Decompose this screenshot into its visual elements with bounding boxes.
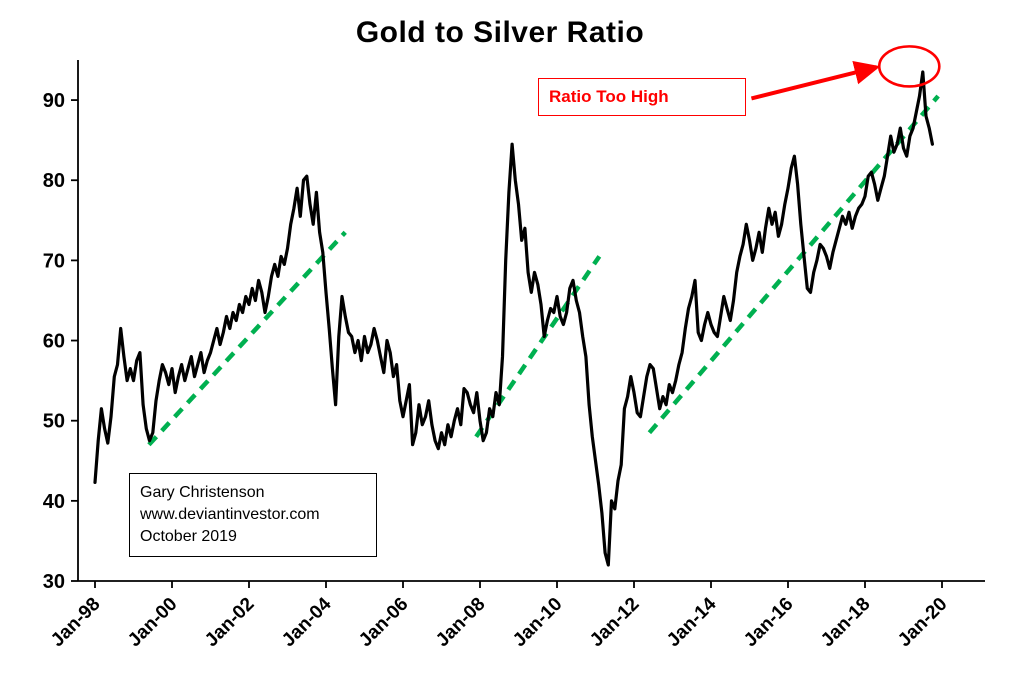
y-tick-label: 30 (43, 571, 65, 593)
x-tick-label: Jan-20 (894, 594, 951, 651)
y-tick-label: 40 (43, 491, 65, 513)
x-tick-label: Jan-18 (817, 594, 874, 651)
trendlines (147, 94, 940, 447)
trendline-3 (647, 94, 940, 435)
source-attribution-box: Gary Christenson www.deviantinvestor.com… (129, 473, 377, 557)
peak-circle-annotation (877, 45, 941, 88)
x-tick-label: Jan-14 (663, 593, 721, 651)
y-tick-label: 80 (43, 170, 65, 192)
y-tick-label: 70 (43, 250, 65, 272)
x-tick-label: Jan-16 (740, 594, 797, 651)
source-line-author: Gary Christenson (140, 484, 265, 501)
x-axis-ticks: Jan-98 Jan-00 Jan-02 Jan-04 Jan-06 Jan-08 Jan-… (47, 581, 952, 651)
x-tick-label: Jan-06 (355, 594, 412, 651)
x-tick-label: Jan-02 (201, 594, 258, 651)
x-tick-label: Jan-08 (432, 594, 489, 651)
y-tick-label: 90 (43, 90, 65, 112)
series-line-gold-silver-ratio (93, 70, 934, 567)
x-tick-label: Jan-10 (509, 594, 566, 651)
y-tick-label: 50 (43, 411, 65, 433)
x-tick-label: Jan-12 (586, 594, 643, 651)
y-tick-label: 60 (43, 331, 65, 353)
callout-arrow (750, 60, 881, 101)
source-line-website: www.deviantinvestor.com (140, 506, 320, 524)
x-tick-label: Jan-98 (47, 594, 104, 651)
y-axis-ticks: 30 40 50 60 70 80 90 (43, 90, 78, 593)
chart-title: Gold to Silver Ratio (355, 16, 645, 49)
x-tick-label: Jan-04 (278, 593, 336, 651)
annotation-callout-box: Ratio Too High (538, 78, 746, 116)
x-tick-label: Jan-00 (124, 594, 181, 651)
annotation-label: Ratio Too High (549, 87, 669, 106)
source-line-date: October 2019 (140, 528, 237, 546)
trendline-1 (147, 230, 347, 447)
